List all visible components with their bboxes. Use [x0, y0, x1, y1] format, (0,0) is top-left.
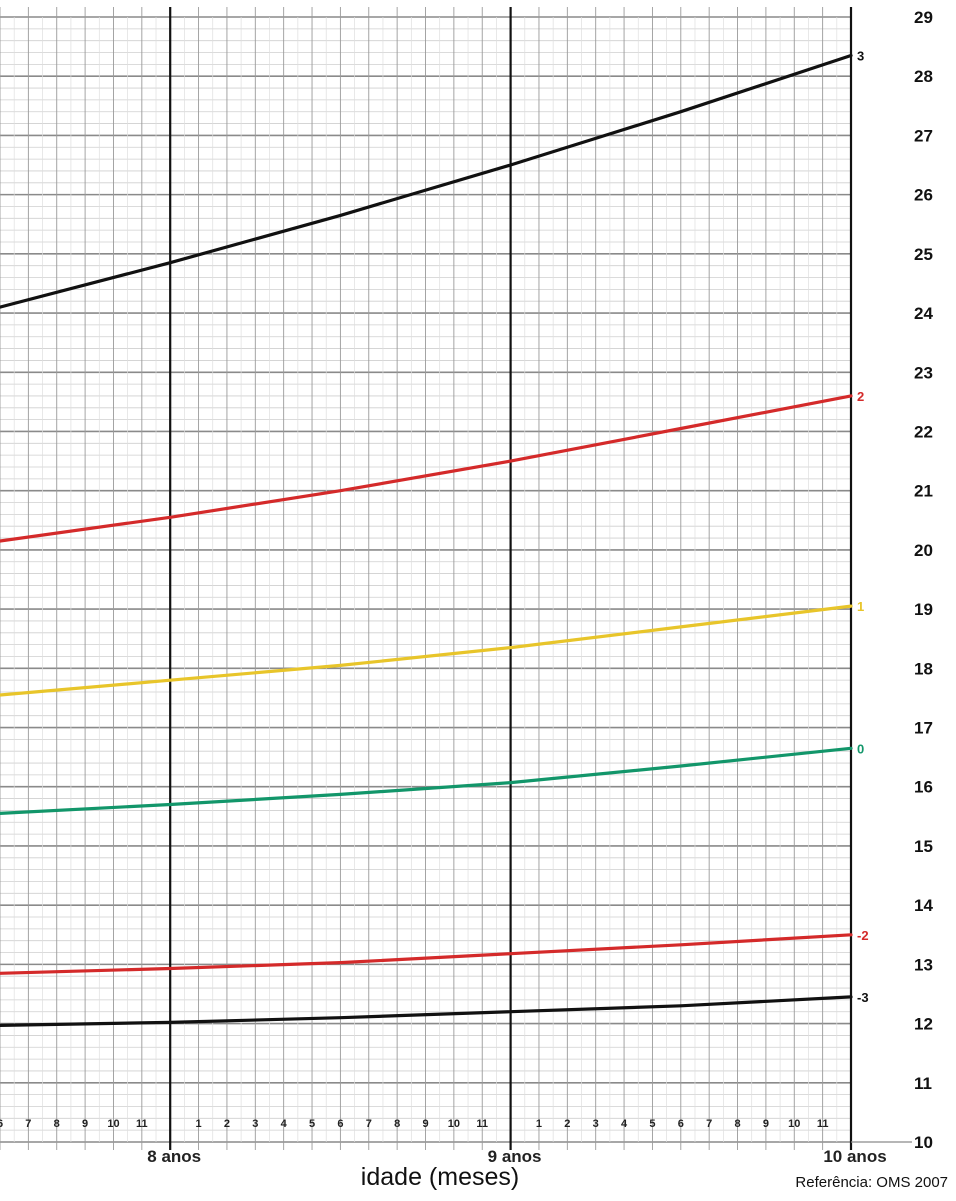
x-month-label: 9 [763, 1118, 769, 1130]
y-tick-label: 16 [914, 778, 933, 797]
y-tick-label: 27 [914, 126, 933, 145]
x-month-label: 4 [621, 1118, 628, 1130]
y-tick-label: 11 [914, 1074, 932, 1093]
x-month-label: 10 [448, 1118, 460, 1130]
y-tick-label: 25 [914, 245, 933, 264]
series-line [0, 604, 853, 697]
x-month-label: 7 [706, 1118, 712, 1130]
y-tick-label: 22 [914, 422, 933, 441]
chart-series [0, 53, 853, 1027]
y-tick-label: 23 [914, 363, 933, 382]
x-month-label: 7 [25, 1118, 31, 1130]
x-month-label: 3 [593, 1118, 599, 1130]
x-month-label: 9 [422, 1118, 428, 1130]
series-label: 0 [857, 741, 864, 756]
series-label: 1 [857, 599, 864, 614]
y-tick-label: 20 [914, 541, 933, 560]
x-month-label: 1 [536, 1118, 542, 1130]
x-month-label: 4 [281, 1118, 288, 1130]
x-month-label: 1 [196, 1118, 202, 1130]
x-axis-ticks: 67891011123456789101112345678910118 anos… [0, 1118, 887, 1166]
series-line [0, 995, 853, 1027]
x-month-label: 8 [394, 1118, 400, 1130]
x-month-label: 11 [817, 1118, 829, 1130]
y-tick-label: 29 [914, 8, 933, 27]
series-line [0, 53, 853, 309]
chart-grid [0, 7, 912, 1150]
x-axis-label: idade (meses) [360, 1163, 520, 1191]
x-year-label: 8 anos [147, 1147, 201, 1166]
y-tick-label: 10 [914, 1133, 933, 1152]
x-month-label: 11 [136, 1118, 148, 1130]
y-tick-label: 14 [914, 896, 933, 915]
y-tick-label: 24 [914, 304, 933, 323]
x-month-label: 6 [0, 1118, 3, 1130]
x-month-label: 7 [366, 1118, 372, 1130]
x-month-label: 2 [224, 1118, 230, 1130]
y-axis-ticks: 10 11 12 13 14 15 16 17 18 19 20 21 22 23 24 25 26 27 28 29 [914, 8, 933, 1152]
x-month-label: 5 [309, 1118, 315, 1130]
x-month-label: 5 [649, 1118, 655, 1130]
series-line [0, 933, 853, 975]
x-month-label: 8 [734, 1118, 740, 1130]
series-label: -2 [857, 928, 869, 943]
x-month-label: 2 [564, 1118, 570, 1130]
y-tick-label: 21 [914, 482, 933, 501]
x-month-label: 8 [54, 1118, 60, 1130]
y-tick-label: 13 [914, 955, 933, 974]
x-year-label: 10 anos [823, 1147, 886, 1166]
x-month-label: 10 [107, 1118, 119, 1130]
y-tick-label: 26 [914, 186, 933, 205]
y-tick-label: 18 [914, 659, 933, 678]
series-line [0, 746, 853, 815]
y-tick-label: 17 [914, 719, 933, 738]
series-labels: 3 2 1 0 -2 -3 [857, 48, 869, 1004]
x-month-label: 10 [788, 1118, 800, 1130]
reference-caption: Referência: OMS 2007 [795, 1174, 948, 1191]
y-tick-label: 28 [914, 67, 933, 86]
series-label: 2 [857, 389, 864, 404]
y-tick-label: 12 [914, 1015, 933, 1034]
x-month-label: 9 [82, 1118, 88, 1130]
x-year-label: 9 anos [488, 1147, 542, 1166]
x-month-label: 3 [252, 1118, 258, 1130]
series-label: 3 [857, 48, 864, 63]
x-month-label: 6 [678, 1118, 684, 1130]
x-month-label: 6 [337, 1118, 343, 1130]
y-tick-label: 15 [914, 837, 933, 856]
series-label: -3 [857, 990, 869, 1005]
x-month-label: 11 [476, 1118, 488, 1130]
series-line [0, 394, 853, 543]
y-tick-label: 19 [914, 600, 933, 619]
